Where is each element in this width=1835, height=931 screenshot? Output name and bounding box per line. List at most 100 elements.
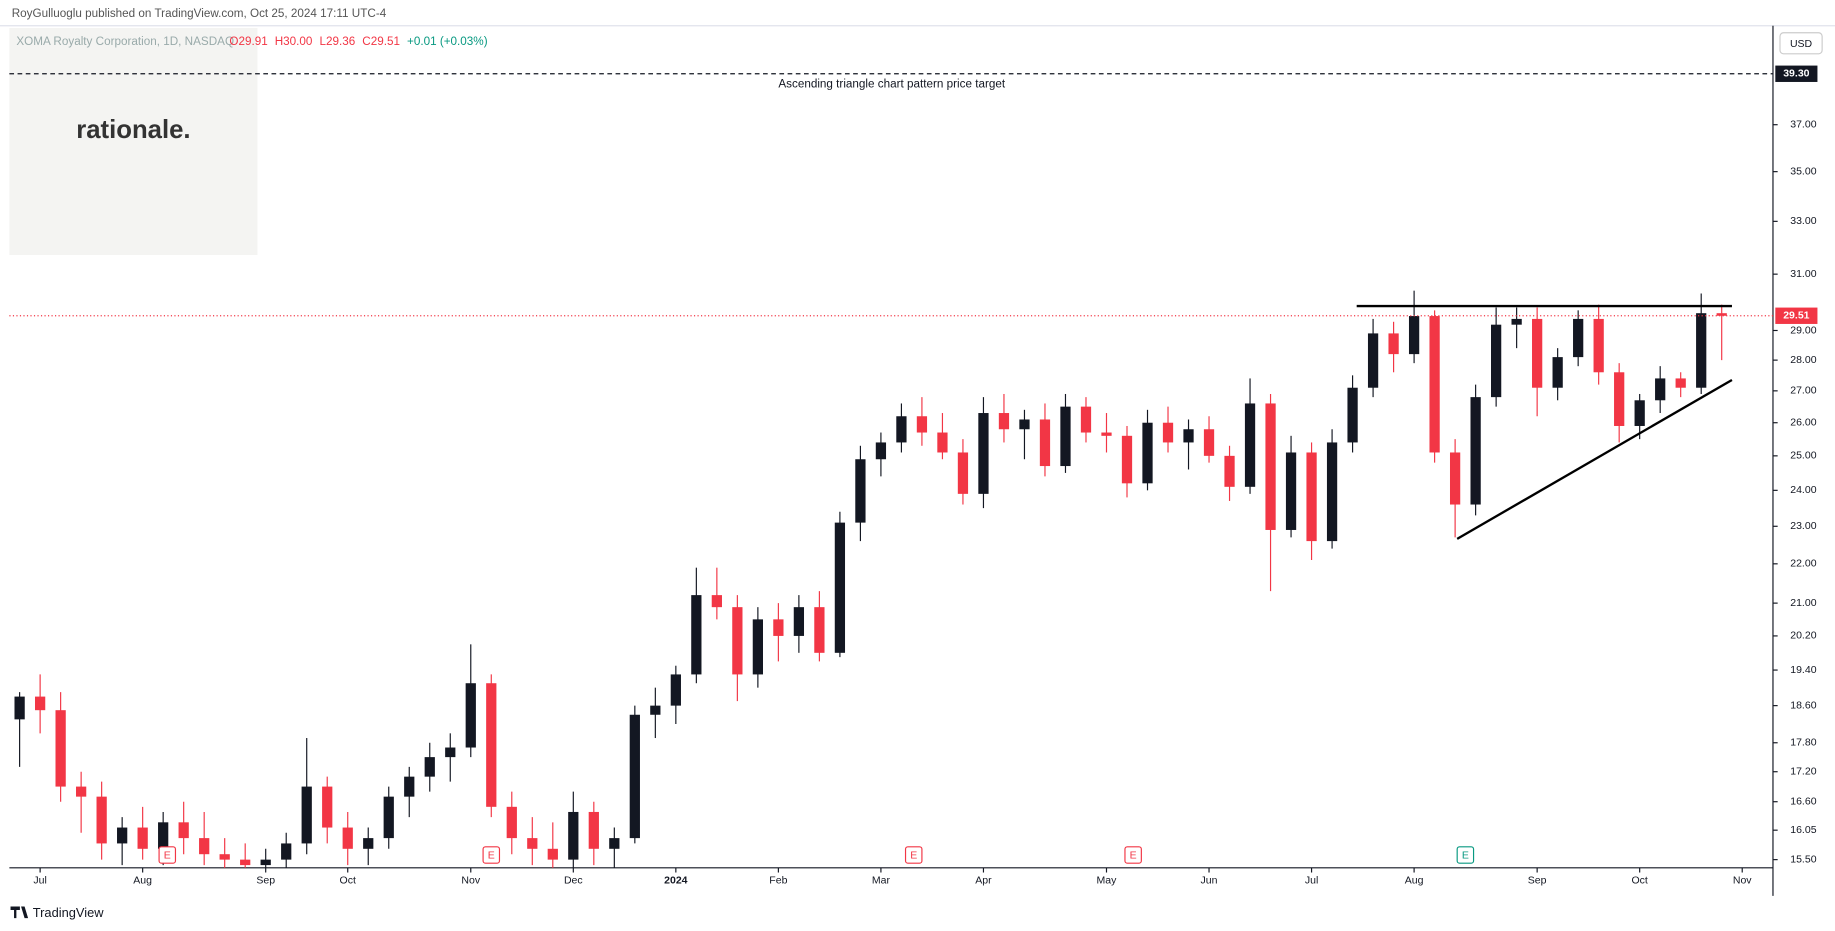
x-tick-label: Oct	[340, 874, 356, 886]
candle-body	[301, 786, 312, 844]
candle-body	[957, 452, 969, 494]
candle-body	[1716, 313, 1727, 316]
candle-body	[793, 607, 805, 636]
x-tick-label: Aug	[1405, 874, 1424, 886]
last-price-label: 29.51	[1783, 310, 1809, 322]
candle-body	[732, 607, 743, 675]
candle-body	[711, 595, 722, 608]
candle-body	[281, 843, 292, 860]
candle-body	[34, 696, 46, 711]
candle-body	[1347, 387, 1358, 443]
event-label: E	[488, 849, 495, 861]
candle-body	[1429, 316, 1440, 453]
target-price-label: 39.30	[1783, 68, 1809, 80]
y-tick-label: 29.00	[1790, 324, 1816, 336]
y-tick-label: 27.00	[1790, 385, 1816, 397]
event-label: E	[164, 849, 171, 861]
candle-body	[1326, 442, 1338, 542]
candle-body	[609, 838, 620, 849]
candle-body	[752, 619, 763, 675]
candle-body	[1080, 406, 1092, 433]
candle-body	[96, 796, 107, 844]
y-tick-label: 18.60	[1790, 699, 1816, 711]
y-tick-label: 20.20	[1790, 630, 1816, 642]
candle-body	[404, 776, 415, 797]
y-tick-label: 31.00	[1790, 268, 1816, 280]
target-note: Ascending triangle chart pattern price t…	[778, 77, 1006, 90]
quote-value: +0.01 (+0.03%)	[407, 35, 488, 48]
quote-value: H30.00	[275, 35, 313, 48]
event-label: E	[1462, 849, 1469, 861]
plot	[14, 290, 1727, 868]
x-tick-label: Sep	[256, 874, 275, 886]
candle-body	[1101, 432, 1112, 436]
candle-body	[178, 822, 189, 839]
candle-body	[117, 827, 128, 844]
event-icon[interactable]	[1456, 846, 1475, 864]
y-tick-label: 33.00	[1790, 215, 1816, 227]
logo-box	[9, 28, 258, 255]
currency: USD	[1790, 38, 1813, 50]
candle-body	[1060, 406, 1071, 467]
candle-body	[76, 786, 87, 797]
candle-body	[998, 413, 1010, 430]
event-icon[interactable]	[1124, 846, 1142, 864]
candle-body	[896, 416, 907, 443]
candle-body	[1244, 403, 1256, 487]
x-tick-label: 2024	[664, 874, 688, 886]
candle-body	[137, 827, 148, 849]
y-tick-label: 23.00	[1790, 520, 1816, 532]
brand: TradingView	[33, 905, 104, 920]
candle-body	[670, 674, 681, 706]
publisher: RoyGulluoglu published on TradingView.co…	[12, 7, 387, 20]
x-tick-label: Feb	[769, 874, 787, 886]
candle-body	[1470, 397, 1481, 505]
quote: O29.91 H30.00 L29.36 C29.51 +0.01 (+0.03%)	[229, 35, 487, 48]
y-tick-label: 16.05	[1790, 824, 1816, 836]
candle-body	[650, 705, 661, 715]
candle-body	[1552, 357, 1563, 388]
candle-body	[527, 838, 538, 849]
x-tick-label: Sep	[1528, 874, 1547, 886]
candle-body	[1511, 318, 1522, 325]
y-tick-label: 26.00	[1790, 417, 1816, 429]
candle-body	[916, 416, 928, 433]
candle-body	[465, 683, 476, 748]
candle-body	[383, 796, 394, 839]
candle-body	[1285, 452, 1297, 530]
candle-body	[55, 710, 66, 787]
x-tick-label: Jul	[33, 874, 46, 886]
candle-body	[1449, 452, 1461, 505]
y-tick-label: 16.60	[1790, 795, 1816, 807]
event-icon[interactable]	[158, 846, 177, 864]
x-tick-label: Aug	[133, 874, 152, 886]
candle-body	[1491, 324, 1502, 398]
x-tick-label: Mar	[872, 874, 891, 886]
x-tick-label: Nov	[1733, 874, 1752, 886]
y-tick-label: 17.80	[1790, 737, 1816, 749]
candle-body	[342, 827, 353, 849]
candle-body	[1306, 452, 1317, 542]
currency-button[interactable]	[1779, 32, 1823, 55]
candle-body	[1224, 455, 1235, 487]
candle-body	[260, 859, 271, 866]
candle-body	[855, 459, 866, 523]
candle-body	[1121, 435, 1133, 484]
candle-body	[14, 696, 25, 720]
candle-body	[1593, 318, 1604, 373]
symbol: XOMA Royalty Corporation, 1D, NASDAQ	[16, 35, 234, 48]
event-icon[interactable]	[904, 846, 923, 864]
candle-body	[1573, 318, 1584, 358]
event-icon[interactable]	[482, 846, 501, 864]
candle-body	[1019, 419, 1030, 430]
candle-body	[1142, 422, 1153, 484]
x-tick-label: Jul	[1305, 874, 1318, 886]
candle-body	[1265, 403, 1276, 530]
event-label: E	[910, 849, 917, 861]
y-tick-label: 15.50	[1790, 853, 1816, 865]
candle-body	[1614, 372, 1625, 426]
candle-body	[199, 838, 210, 855]
candle-body	[240, 859, 251, 866]
candle-body	[978, 413, 989, 494]
